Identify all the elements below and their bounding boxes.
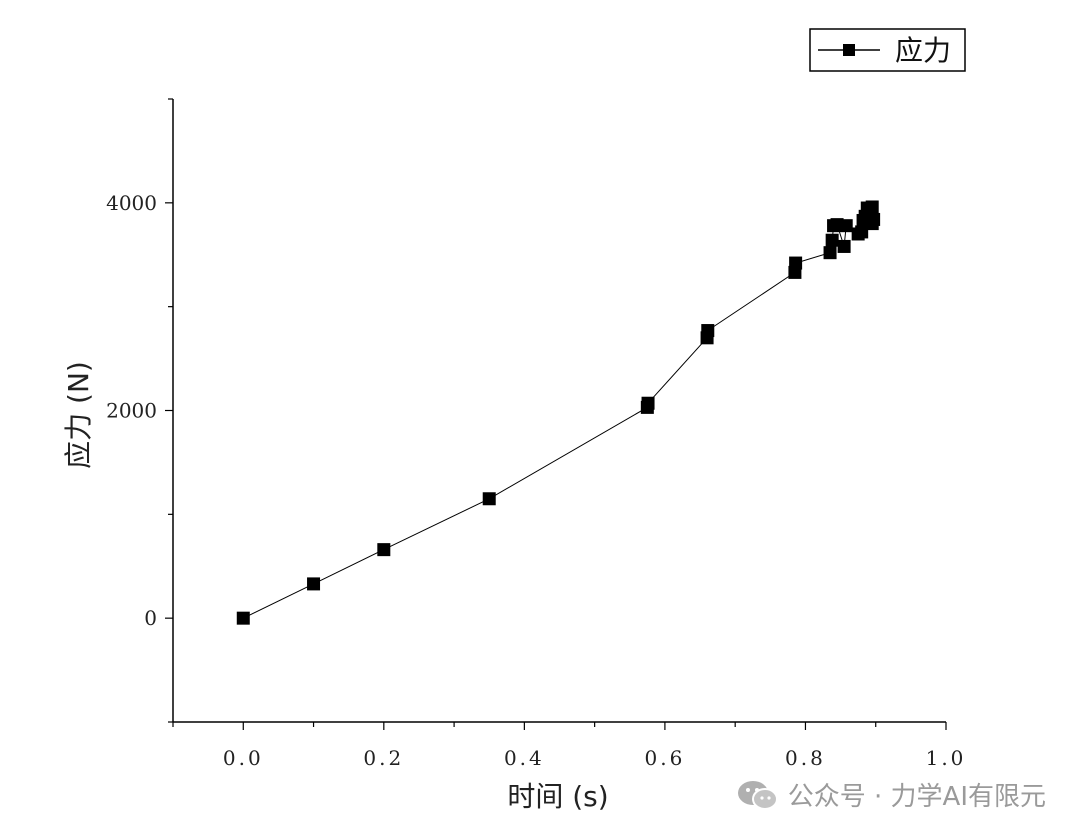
series-line (243, 206, 875, 619)
y-axis-label: 应力 (N) (62, 361, 95, 469)
data-point (837, 239, 851, 253)
x-tick-label: 0.0 (223, 746, 264, 770)
x-tick-label: 0.2 (363, 746, 404, 770)
x-tick-label: 0.8 (785, 746, 826, 770)
data-point (641, 396, 655, 410)
x-tick-label: 0.6 (645, 746, 686, 770)
data-point (855, 225, 869, 239)
data-point (701, 324, 715, 338)
data-point (823, 246, 837, 260)
watermark-text: 公众号 · 力学AI有限元 (787, 782, 1046, 812)
x-axis-label: 时间 (s) (507, 780, 608, 813)
data-point (236, 611, 250, 625)
x-tick-label: 1.0 (926, 746, 967, 770)
data-point (789, 256, 803, 270)
axes (172, 99, 946, 723)
data-point (865, 200, 879, 214)
y-tick-label: 0 (144, 606, 157, 630)
data-point (825, 233, 839, 247)
legend-marker (843, 44, 855, 56)
x-tick-label: 0.4 (504, 746, 545, 770)
data-point (864, 215, 878, 229)
watermark: 公众号 · 力学AI有限元 (736, 776, 1046, 813)
y-tick-label: 2000 (106, 399, 157, 423)
series-layer (236, 200, 881, 625)
legend-label: 应力 (895, 34, 951, 67)
y-tick-label: 4000 (106, 191, 157, 215)
data-point (839, 219, 853, 233)
data-point (482, 492, 496, 506)
data-point (377, 543, 391, 557)
wechat-icon (737, 780, 778, 810)
data-point (307, 577, 321, 591)
legend: 应力 (809, 28, 966, 72)
ticks: 0.0 0.2 0.4 0.6 0.8 1.0 0 2000 4000 (106, 98, 967, 770)
